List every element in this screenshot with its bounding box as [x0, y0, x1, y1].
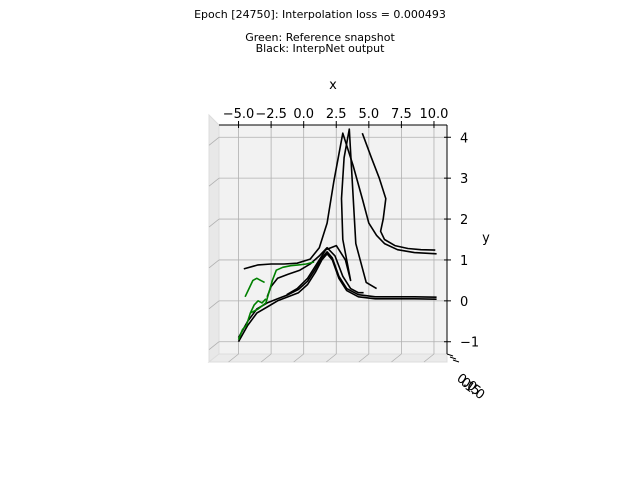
x-tick-label: 5.0	[358, 107, 379, 122]
title-line-4: Black: InterpNet output	[256, 42, 386, 55]
back-pane	[219, 125, 447, 354]
reference-snapshot-line-6	[237, 298, 267, 340]
x-tick-label: 2.5	[326, 107, 347, 122]
interpnet-output-line-3	[361, 132, 436, 251]
data-series	[237, 128, 437, 343]
floor-grid-line	[423, 353, 435, 363]
left-pane	[208, 113, 220, 364]
floor-grid-line	[326, 353, 337, 363]
y-tick-label: 0	[460, 295, 468, 310]
y-axis-label: y	[482, 231, 490, 246]
y-tick-label: 2	[460, 213, 468, 228]
x-tick-label: 7.5	[391, 107, 412, 122]
floor-grid-line	[358, 353, 370, 363]
y-tick-label: 1	[460, 254, 468, 269]
x-tick-label: −5.0	[223, 107, 255, 122]
y-tick-label: 4	[460, 131, 468, 146]
interpnet-output-line-4	[237, 253, 437, 343]
floor-grid-line	[391, 353, 402, 363]
title-line-3: Green: Reference snapshot	[245, 31, 395, 44]
side-grid-line	[208, 259, 220, 269]
y-axis-ticks: −1 0 1 2 3 4	[444, 131, 479, 351]
z-tick-mark	[446, 353, 454, 357]
x-axis-label: x	[329, 78, 337, 93]
floor-grid-line	[260, 353, 272, 363]
title-line-1: Epoch [24750]: Interpolation loss = 0.00…	[194, 8, 446, 21]
chart-title: Epoch [24750]: Interpolation loss = 0.00…	[194, 8, 446, 55]
interpnet-output-line-0	[243, 132, 437, 270]
x-tick-label: −2.5	[255, 107, 287, 122]
interpnet-output-line-1	[266, 246, 364, 298]
side-grid-line	[208, 300, 220, 310]
y-tick-label: −1	[460, 336, 479, 351]
side-grid-line	[208, 341, 220, 351]
z-axis-ticks: 0.00.51.0	[446, 353, 487, 403]
interpnet-output-line-2	[286, 128, 378, 296]
x-tick-label: 0.0	[293, 107, 314, 122]
axes-panes	[207, 113, 448, 364]
side-grid-line	[208, 177, 220, 187]
reference-snapshot-line-7	[249, 261, 315, 314]
interpnet-output-line-5	[237, 251, 437, 338]
z-tick-mark	[452, 359, 460, 363]
floor-grid-line	[228, 353, 239, 363]
z-tick-mark	[449, 356, 457, 360]
floor-grid-line	[293, 353, 304, 363]
side-grid-line	[208, 218, 220, 228]
y-tick-label: 3	[460, 172, 468, 187]
x-tick-label: 10.0	[419, 107, 448, 122]
reference-snapshot-line-8	[244, 277, 265, 298]
side-grid-line	[208, 136, 220, 146]
